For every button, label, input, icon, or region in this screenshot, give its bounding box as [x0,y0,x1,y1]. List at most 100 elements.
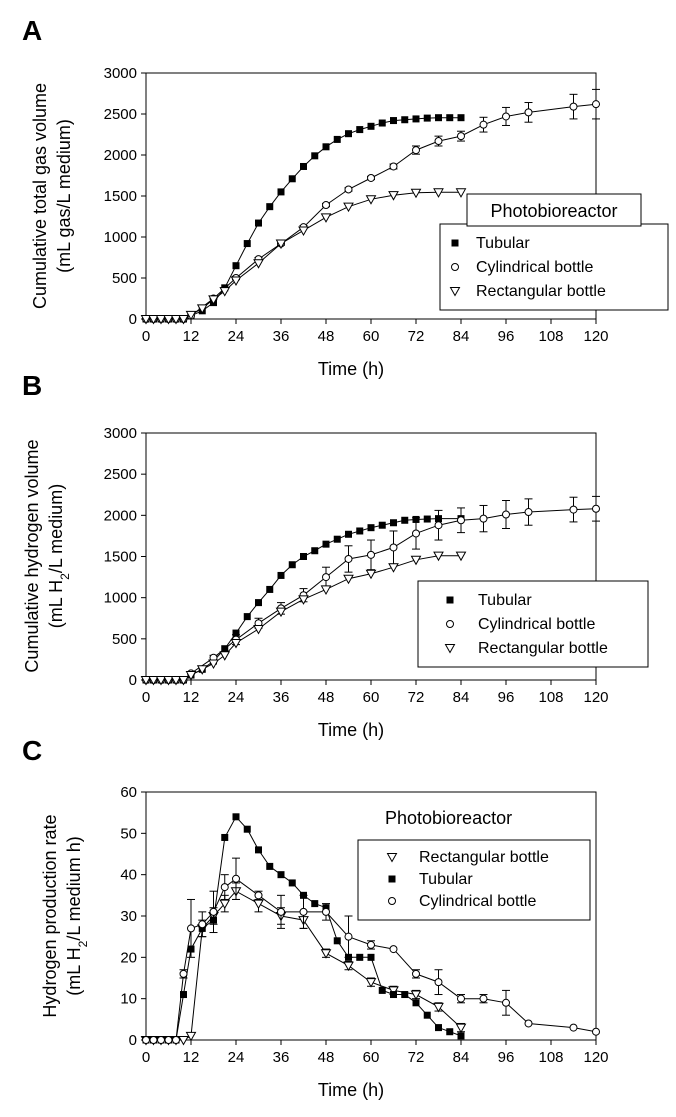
data-point-a-rectangular-bottle [365,195,377,205]
data-point-c-cylindrical-bottle [457,994,465,1003]
y-tick-label-c: 20 [120,949,137,966]
data-point-c-rectangular-bottle [388,986,399,996]
data-point-b-tubular [232,629,240,637]
data-point-c-cylindrical-bottle [172,1036,180,1044]
data-point-a-tubular [288,175,296,183]
data-point-c-tubular [367,953,375,961]
x-tick-label-c: 96 [498,1049,515,1066]
data-point-c-rectangular-bottle [433,1002,444,1013]
data-point-c-rectangular-bottle [178,1036,189,1046]
legend-title-a: Photobioreactor [490,201,617,221]
data-point-c-cylindrical-bottle [344,932,353,941]
y-tick-label-a: 1500 [104,188,137,205]
y-axis-title-a-0: Cumulative total gas volume [30,83,50,309]
data-point-a-cylindrical-bottle [434,137,443,146]
x-tick-label-c: 120 [583,1049,608,1066]
data-point-a-rectangular-bottle [433,188,444,198]
legend-label-a: Tubular [476,235,530,252]
x-tick-label-a: 84 [453,328,470,345]
x-tick-label-c: 84 [453,1049,470,1066]
data-point-b-tubular [333,535,341,543]
data-point-a-cylindrical-bottle [389,162,398,171]
data-point-a-tubular [266,203,274,211]
data-point-a-tubular [345,130,352,138]
series-line-a-rectangular-bottle [146,191,461,320]
data-point-a-tubular [333,135,341,143]
data-point-b-tubular [401,516,409,524]
data-point-c-rectangular-bottle [185,1031,197,1042]
data-point-c-tubular [221,833,229,841]
y-tick-label-b: 500 [112,631,137,648]
data-point-a-cylindrical-bottle [322,201,330,210]
data-point-c-cylindrical-bottle [367,940,375,949]
data-point-c-tubular [333,937,341,945]
y-tick-label-a: 500 [112,270,137,287]
data-point-c-tubular [412,999,420,1007]
data-point-a-rectangular-bottle [410,188,422,199]
data-point-c-cylindrical-bottle [299,907,308,916]
data-point-b-rectangular-bottle [230,638,242,649]
x-tick-label-c: 72 [408,1049,425,1066]
data-point-b-rectangular-bottle [208,659,219,670]
x-tick-label-a: 36 [273,328,290,345]
y-axis-title-b-1: (mL H2/L medium) [46,484,72,628]
legend-marker-a [451,263,459,271]
legend-label-b: Cylindrical bottle [478,616,595,633]
data-point-a-rectangular-bottle [170,315,182,325]
data-point-c-cylindrical-bottle [149,1036,158,1044]
data-point-b-tubular [378,521,386,529]
x-tick-label-b: 72 [408,689,425,706]
legend-label-a: Rectangular bottle [476,283,606,300]
data-point-b-cylindrical-bottle [322,573,330,582]
data-point-c-cylindrical-bottle [277,907,285,916]
data-point-a-rectangular-bottle [196,304,208,314]
data-point-a-rectangular-bottle [298,226,309,236]
y-tick-label-a: 2500 [104,106,137,123]
data-point-c-cylindrical-bottle [157,1036,165,1044]
data-point-c-rectangular-bottle [320,949,332,959]
data-point-c-tubular [423,1011,431,1019]
legend-label-c: Tubular [419,871,473,888]
data-point-b-tubular [266,585,274,593]
data-point-b-cylindrical-bottle [524,508,533,517]
y-axis-title-c-1: (mL H2/L medium h) [64,836,90,995]
data-point-c-tubular [180,991,187,999]
data-point-a-tubular [390,117,397,125]
panel-a: A 0 12 24 36 48 60 72 84 96 108 120 0 500 1000 1500 200… [22,15,669,379]
legend-label-c: Rectangular bottle [419,849,549,866]
data-point-c-tubular [255,846,262,854]
data-point-c-tubular [446,1028,454,1036]
data-point-a-rectangular-bottle [140,315,152,325]
series-a-rectangular-bottle [140,188,467,325]
data-point-c-rectangular-bottle [410,990,422,1001]
data-point-b-cylindrical-bottle [434,521,443,530]
data-point-c-tubular [390,991,397,999]
data-point-b-rectangular-bottle [253,624,264,635]
legend-marker-c [388,875,396,883]
data-point-a-rectangular-bottle [230,276,242,286]
data-point-c-tubular [378,986,386,994]
x-tick-label-a: 60 [363,328,380,345]
data-point-b-rectangular-bottle [433,551,444,562]
data-point-c-cylindrical-bottle [322,907,330,916]
data-point-c-cylindrical-bottle [232,874,240,883]
data-point-c-cylindrical-bottle [412,969,420,978]
data-point-a-rectangular-bottle [219,287,231,297]
data-point-a-cylindrical-bottle [502,112,510,121]
data-point-a-rectangular-bottle [388,191,399,201]
data-point-a-tubular [232,262,240,270]
x-tick-label-b: 108 [538,689,563,706]
legend-label-a: Cylindrical bottle [476,259,593,276]
data-point-b-cylindrical-bottle [412,529,420,538]
legend-marker-b [446,620,454,628]
data-point-a-tubular [255,219,262,227]
data-point-a-rectangular-bottle [253,259,264,269]
x-tick-label-b: 24 [228,689,245,706]
legend-label-b: Rectangular bottle [478,640,608,657]
legend-marker-a [451,239,459,247]
data-point-b-rectangular-bottle [155,676,167,686]
data-point-c-cylindrical-bottle [592,1027,600,1036]
legend-marker-c [386,853,398,863]
data-point-a-cylindrical-bottle [524,108,533,117]
data-point-a-cylindrical-bottle [367,173,375,182]
